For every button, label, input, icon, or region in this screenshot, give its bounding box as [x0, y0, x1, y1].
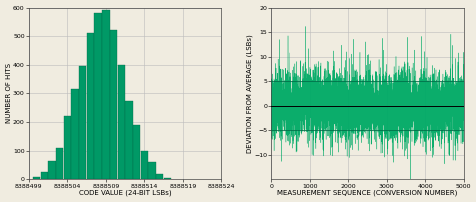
Bar	[148, 162, 155, 179]
Bar	[109, 31, 117, 179]
Bar	[125, 101, 132, 179]
Bar	[56, 148, 63, 179]
Bar	[94, 13, 101, 179]
Bar	[48, 161, 56, 179]
Bar	[156, 174, 163, 179]
Bar	[87, 33, 94, 179]
Bar	[40, 172, 48, 179]
Bar	[102, 11, 109, 179]
Bar	[71, 89, 79, 179]
Bar	[163, 178, 171, 179]
Y-axis label: NUMBER OF HITS: NUMBER OF HITS	[6, 63, 11, 123]
Bar	[64, 116, 71, 179]
Bar	[118, 65, 125, 179]
Bar	[79, 66, 86, 179]
Y-axis label: DEVIATION FROM AVERAGE (LSBs): DEVIATION FROM AVERAGE (LSBs)	[246, 34, 252, 153]
X-axis label: CODE VALUE (24-BIT LSBs): CODE VALUE (24-BIT LSBs)	[79, 190, 171, 196]
X-axis label: MEASUREMENT SEQUENCE (CONVERSION NUMBER): MEASUREMENT SEQUENCE (CONVERSION NUMBER)	[277, 190, 456, 196]
Bar	[140, 151, 148, 179]
Bar	[133, 125, 140, 179]
Bar	[33, 177, 40, 179]
